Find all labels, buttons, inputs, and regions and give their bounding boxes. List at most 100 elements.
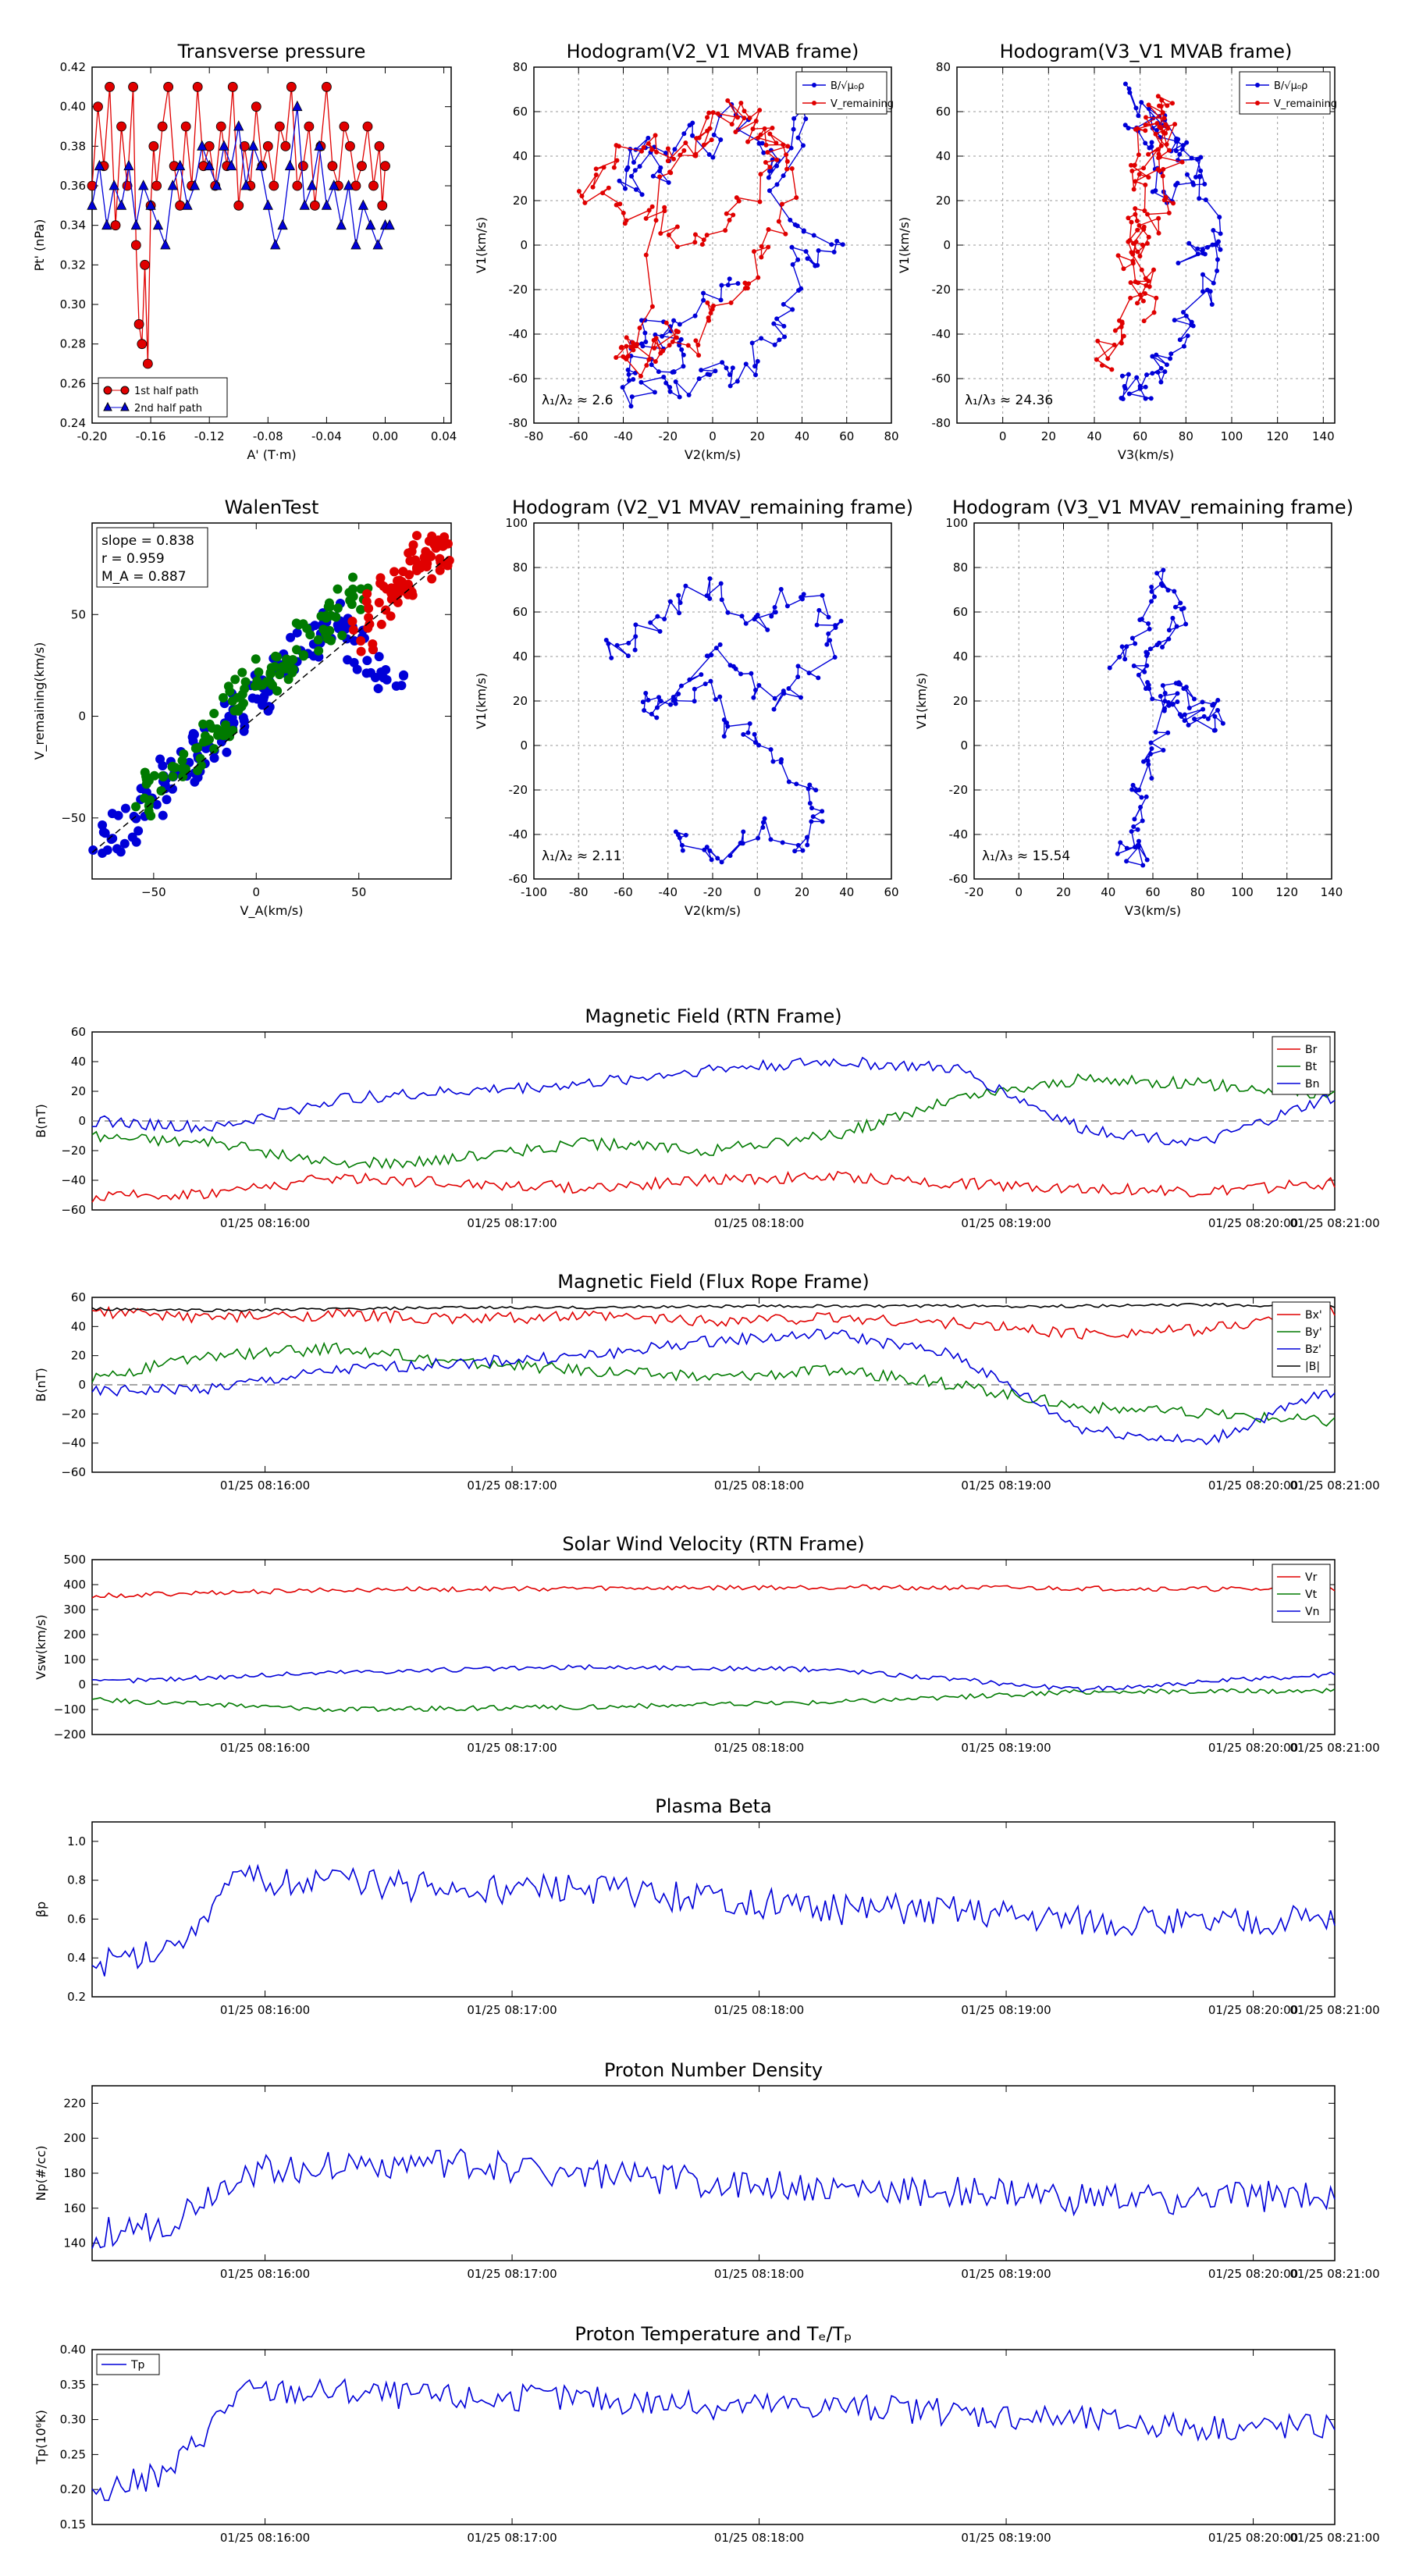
- y-tick-label: -40: [509, 327, 528, 341]
- hodogram-point: [652, 390, 657, 395]
- walen-point: [167, 784, 177, 794]
- hodogram-point: [1143, 396, 1148, 401]
- hodogram-point: [661, 375, 667, 380]
- x-tick-label: 01/25 08:17:00: [467, 1216, 557, 1230]
- hodogram-point: [752, 740, 758, 745]
- y-tick-label: 0.30: [60, 2413, 86, 2427]
- y-tick-label: 60: [953, 605, 968, 619]
- plot-hodogram-v3-v1-mvab: 0 20 40 60 80 100 120 140 -80 -60 -40 -20 0 20 40 60 80 H…: [897, 41, 1337, 462]
- hodogram-point: [1177, 681, 1183, 687]
- hodogram-point: [1133, 212, 1138, 217]
- y-tick-label: -20: [509, 283, 528, 297]
- y-tick-label: 200: [63, 1628, 86, 1642]
- hodogram-point: [1190, 180, 1196, 186]
- hodogram-point: [1171, 201, 1176, 206]
- walen-point: [331, 612, 341, 622]
- walen-point: [120, 803, 130, 813]
- legend-marker: [812, 83, 816, 87]
- y-tick-label: 0.4: [67, 1951, 86, 1965]
- hodogram-point: [718, 581, 724, 586]
- legend-label: Bz': [1305, 1343, 1321, 1356]
- hodogram-point: [660, 348, 666, 354]
- point-1st-half: [357, 161, 367, 172]
- point-2nd-half: [277, 219, 288, 230]
- y-tick-label: −60: [61, 1203, 86, 1217]
- x-tick-label: −50: [141, 885, 166, 899]
- point-2nd-half: [270, 239, 281, 250]
- hodogram-point: [723, 228, 728, 233]
- walen-point: [237, 667, 247, 678]
- hodogram-point: [804, 834, 809, 840]
- point-1st-half: [233, 200, 244, 211]
- walen-point: [192, 743, 202, 753]
- hodogram-point: [1165, 126, 1171, 131]
- walen-point: [348, 584, 358, 594]
- legend-frame: [1272, 1036, 1331, 1095]
- hodogram-point: [671, 318, 677, 323]
- hodogram-point: [1139, 100, 1144, 105]
- hodogram-point: [1133, 788, 1139, 793]
- walen-point: [313, 635, 323, 645]
- legend-label: Bn: [1305, 1078, 1319, 1091]
- hodogram-point: [660, 333, 665, 339]
- hodogram-point: [614, 642, 620, 648]
- x-tick-label: 01/25 08:16:00: [220, 2531, 310, 2545]
- x-tick-label: 01/25 08:21:00: [1289, 1741, 1379, 1755]
- hodogram-point: [741, 829, 746, 834]
- walen-point: [337, 630, 347, 640]
- point-1st-half: [93, 101, 103, 112]
- hodogram-point: [755, 612, 760, 617]
- legend-frame: [795, 71, 887, 115]
- hodogram-point: [1215, 257, 1220, 262]
- hodogram-point: [617, 178, 622, 183]
- point-1st-half: [251, 101, 261, 112]
- y-tick-label: 100: [945, 516, 968, 530]
- x-tick-label: 01/25 08:21:00: [1289, 1216, 1379, 1230]
- hodogram-point: [772, 342, 777, 347]
- hodogram-point: [667, 389, 673, 394]
- hodogram-point: [633, 622, 638, 628]
- x-tick-label: 120: [1275, 885, 1298, 899]
- walen-point: [356, 635, 366, 646]
- eigenvalue-ratio-label: λ₁/λ₂ ≈ 2.11: [542, 849, 621, 864]
- hodogram-point: [631, 160, 636, 165]
- x-tick-label: 01/25 08:16:00: [220, 1741, 310, 1755]
- hodogram-point: [671, 156, 677, 162]
- hodogram-point: [690, 120, 695, 126]
- hodogram-point: [1157, 168, 1162, 173]
- hodogram-point: [696, 353, 702, 358]
- hodogram-point: [810, 814, 816, 820]
- hodogram-point: [1159, 98, 1165, 103]
- hodogram-point: [1160, 583, 1165, 589]
- hodogram-point: [1140, 818, 1145, 824]
- hodogram-point: [745, 139, 751, 144]
- legend-label: Tp: [130, 2359, 145, 2371]
- legend-marker: [1255, 83, 1260, 87]
- y-axis-label: V1(km/s): [474, 217, 489, 273]
- y-tick-label: 0: [520, 738, 528, 753]
- hodogram-point: [713, 697, 718, 703]
- hodogram-point: [759, 336, 764, 341]
- y-tick-label: 1.0: [67, 1834, 86, 1848]
- hodogram-point: [695, 342, 701, 347]
- hodogram-point: [1143, 141, 1148, 146]
- x-tick-label: 01/25 08:18:00: [714, 2531, 804, 2545]
- walen-point: [98, 848, 108, 858]
- hodogram-point: [1140, 863, 1146, 868]
- y-axis-label: B(nT): [34, 1368, 48, 1401]
- point-1st-half: [140, 259, 150, 270]
- stats-box: slope = 0.838 r = 0.959 M_A = 0.887: [96, 527, 208, 588]
- hodogram-point: [718, 137, 724, 142]
- walen-point: [292, 645, 302, 655]
- hodogram-point: [711, 303, 717, 308]
- stats-line: r = 0.959: [101, 551, 165, 567]
- hodogram-point: [701, 142, 706, 148]
- point-1st-half: [227, 81, 238, 92]
- hodogram-point: [1163, 122, 1168, 127]
- hodogram-point: [816, 607, 822, 613]
- hodogram-point: [1149, 589, 1154, 594]
- hodogram-point: [713, 646, 719, 651]
- hodogram-point: [725, 283, 731, 288]
- eigenvalue-ratio-label: λ₁/λ₃ ≈ 24.36: [965, 393, 1053, 408]
- hodogram-point: [756, 141, 762, 146]
